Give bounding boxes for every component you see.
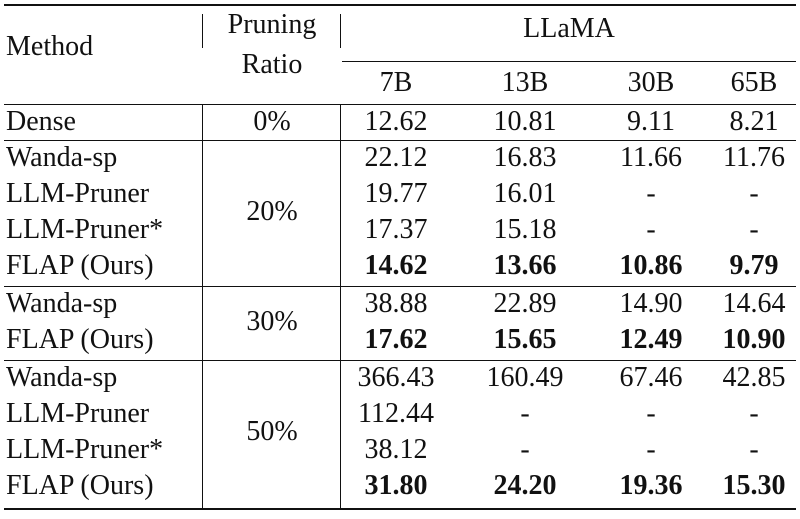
top-rule [4,4,796,6]
table-cell-value: - [646,434,656,465]
table-cell-method: FLAP (Ours) [6,324,154,355]
table-cell-value: - [520,398,530,429]
group-rule-2 [4,286,796,287]
table-cell-value: 13.66 [493,250,557,281]
table-cell-value: 112.44 [358,398,434,429]
header-size-13b: 13B [501,67,549,98]
table-cell-value: 31.80 [364,470,428,501]
table-cell-value: 38.88 [364,288,428,319]
table-cell-value: 14.62 [364,250,428,281]
table-cell-value: - [749,398,759,429]
table-cell-value: - [646,178,656,209]
header-method: Method [6,31,94,62]
table-cell-ratio: 30% [246,306,298,337]
table-cell-value: 9.11 [627,106,675,137]
table-cell-value: 12.49 [619,324,683,355]
header-size-30b: 30B [627,67,675,98]
table-cell-value: - [749,434,759,465]
table-cell-value: - [749,214,759,245]
group-rule-3 [4,360,796,361]
table-cell-method: Wanda-sp [6,142,118,173]
header-size-7b: 7B [379,67,413,98]
table-cell-value: 8.21 [729,106,779,137]
table-cell-value: 22.12 [364,142,428,173]
table-cell-value: 42.85 [722,362,786,393]
vertical-rule-method [202,14,203,48]
table-cell-value: 16.83 [493,142,557,173]
table-cell-method: LLM-Pruner [6,398,150,429]
table-cell-value: 14.90 [619,288,683,319]
table-cell-method: Wanda-sp [6,288,118,319]
table-cell-value: 19.36 [619,470,683,501]
subheader-rule [342,61,796,62]
table-cell-value: 160.49 [486,362,564,393]
table-cell-value: - [646,214,656,245]
table-cell-value: 22.89 [493,288,557,319]
table-cell-value: 17.37 [364,214,428,245]
table-cell-value: 10.86 [619,250,683,281]
table-cell-value: 38.12 [364,434,428,465]
table-cell-value: 11.76 [723,142,785,173]
table-cell-value: 9.79 [729,250,779,281]
table-cell-method: Wanda-sp [6,362,118,393]
bottom-rule [4,508,796,510]
table-cell-value: 12.62 [364,106,428,137]
vertical-rule-ratio [340,14,341,48]
table-cell-value: 15.65 [493,324,557,355]
table-cell-ratio: 50% [246,416,298,447]
header-pruning-ratio-2: Ratio [241,49,303,80]
table-cell-value: - [520,434,530,465]
table-cell-method: FLAP (Ours) [6,250,154,281]
table-cell-value: - [646,398,656,429]
table-cell-value: 17.62 [364,324,428,355]
table-cell-method: LLM-Pruner [6,178,150,209]
table-cell-ratio: 20% [246,196,298,227]
table-cell-value: 10.81 [493,106,557,137]
table-cell-method: LLM-Pruner* [6,434,164,465]
header-rule [4,104,796,105]
vertical-rule-method-body [202,104,203,509]
header-llama: LLaMA [523,13,615,44]
table-cell-value: 15.30 [722,470,786,501]
table-cell-value: 24.20 [493,470,557,501]
table-cell-value: 15.18 [493,214,557,245]
vertical-rule-ratio-body [340,104,341,509]
table-cell-value: 366.43 [357,362,435,393]
table-cell-value: 10.90 [722,324,786,355]
table-cell-value: 67.46 [619,362,683,393]
header-pruning-ratio-1: Pruning [227,9,317,40]
table-cell-ratio: 0% [253,106,291,137]
header-size-65b: 65B [730,67,778,98]
table-cell-value: 11.66 [620,142,682,173]
table-cell-value: 14.64 [722,288,786,319]
group-rule-1 [4,140,796,141]
table-cell-value: 16.01 [493,178,557,209]
table-cell-method: FLAP (Ours) [6,470,154,501]
table-cell-value: 19.77 [364,178,428,209]
table-cell-value: - [749,178,759,209]
table-cell-method: Dense [6,106,76,137]
table-cell-method: LLM-Pruner* [6,214,164,245]
